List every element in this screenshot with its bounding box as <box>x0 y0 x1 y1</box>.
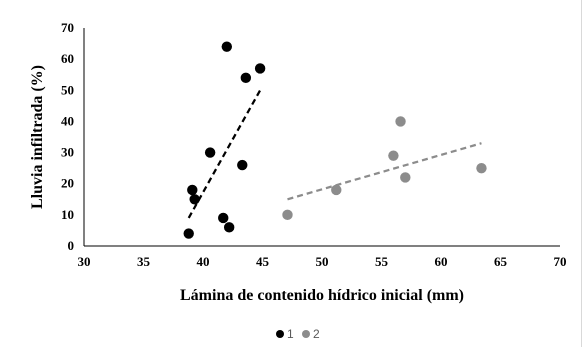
data-point-series-1 <box>240 72 252 84</box>
data-point-series-2 <box>388 150 399 161</box>
legend-label-series-2: 2 <box>313 327 320 341</box>
x-axis-title: Lámina de contenido hídrico inicial (mm) <box>180 287 464 304</box>
x-tick-label: 70 <box>554 254 567 269</box>
data-point-series-1 <box>237 159 248 171</box>
data-point-series-1 <box>204 147 216 158</box>
data-point-series-2 <box>400 172 411 183</box>
data-point-series-1 <box>223 222 235 233</box>
data-point-series-1 <box>218 212 229 224</box>
legend-marker-series-2 <box>302 330 310 338</box>
y-axis-title: Lluvia infiltrada (%) <box>29 65 46 209</box>
y-tick-label: 20 <box>61 176 74 191</box>
trendline-series-1 <box>187 89 262 219</box>
data-point-series-2 <box>476 162 487 174</box>
x-tick-labels: 30 35 40 45 50 55 60 65 70 <box>78 254 567 269</box>
data-point-series-1 <box>187 184 198 196</box>
data-point-series-2 <box>395 116 406 127</box>
x-tick-label: 60 <box>435 254 448 269</box>
data-point-series-1 <box>221 41 232 52</box>
y-tick-label: 0 <box>68 238 75 253</box>
x-tick-label: 45 <box>256 254 270 269</box>
data-point-series-2 <box>331 184 342 196</box>
data-point-series-1 <box>189 194 200 205</box>
trendlines <box>187 89 482 219</box>
x-tick-label: 40 <box>197 254 210 269</box>
x-tick-label: 55 <box>375 254 389 269</box>
y-tick-label: 40 <box>61 113 74 128</box>
data-point-series-2 <box>282 209 293 221</box>
x-tick-label: 30 <box>78 254 91 269</box>
y-tick-label: 30 <box>61 145 74 160</box>
y-tick-label: 10 <box>61 207 74 222</box>
legend-label-series-1: 1 <box>287 327 294 341</box>
y-tick-labels: 0 10 20 30 40 50 60 70 <box>61 20 74 253</box>
x-tick-label: 50 <box>316 254 329 269</box>
data-points <box>183 41 487 239</box>
y-tick-label: 50 <box>61 82 74 97</box>
x-tick-label: 65 <box>494 254 508 269</box>
trendline-series-2 <box>287 142 482 201</box>
y-tick-label: 70 <box>61 20 74 35</box>
legend-marker-series-1 <box>276 330 284 338</box>
data-point-series-1 <box>254 63 266 74</box>
x-tick-label: 35 <box>137 254 151 269</box>
y-tick-label: 60 <box>61 51 74 66</box>
data-point-series-1 <box>183 228 194 239</box>
